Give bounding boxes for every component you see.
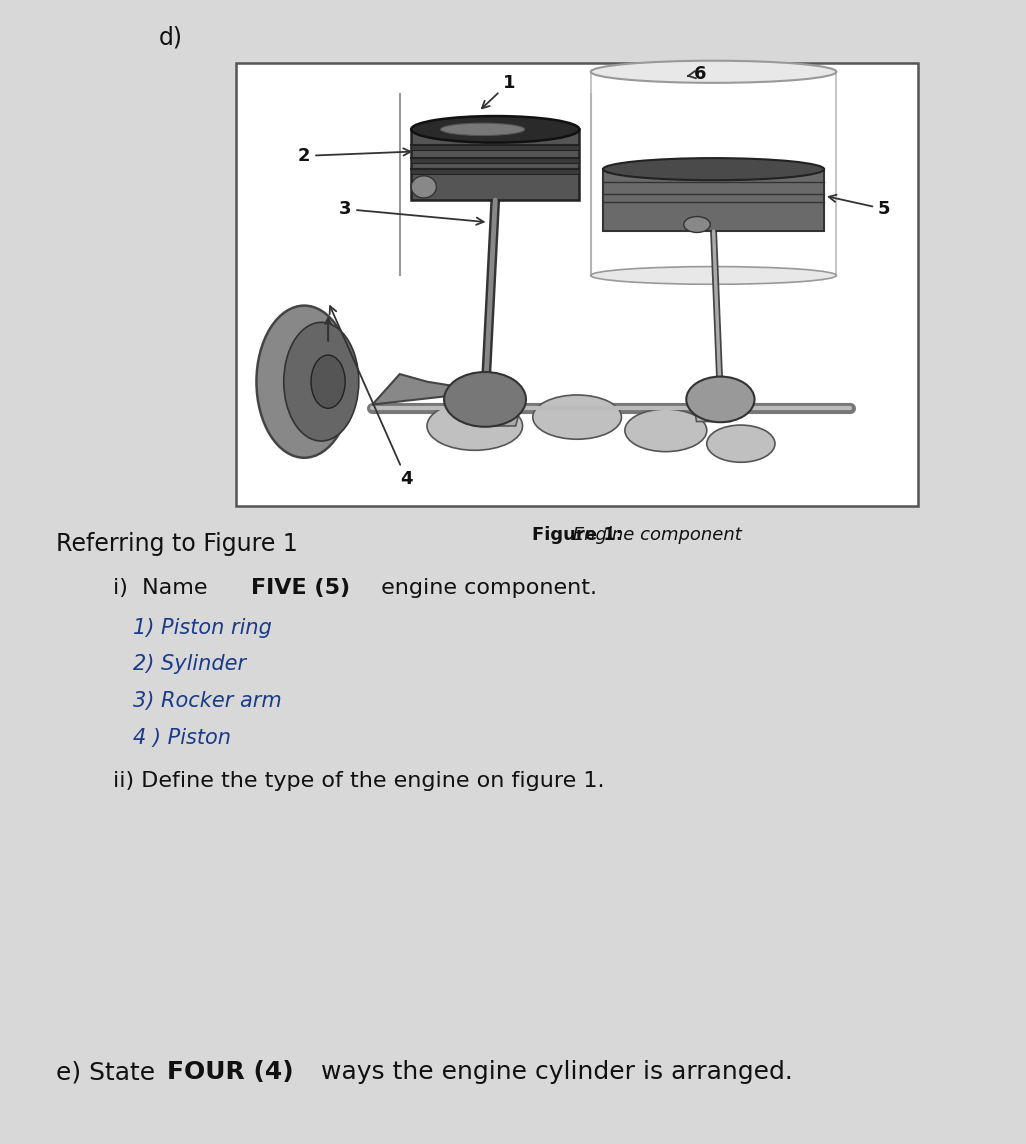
FancyBboxPatch shape	[236, 63, 918, 506]
Text: engine component.: engine component.	[374, 578, 597, 597]
Text: ways the engine cylinder is arranged.: ways the engine cylinder is arranged.	[313, 1060, 793, 1085]
Text: 4: 4	[329, 307, 412, 488]
Ellipse shape	[440, 124, 524, 135]
Text: i)  Name: i) Name	[113, 578, 214, 597]
Ellipse shape	[411, 176, 436, 198]
Text: Figure 1:: Figure 1:	[531, 526, 623, 545]
Ellipse shape	[707, 426, 775, 462]
Text: FOUR (4): FOUR (4)	[167, 1060, 293, 1085]
Polygon shape	[694, 399, 734, 421]
Text: 3) Rocker arm: 3) Rocker arm	[133, 691, 282, 710]
Ellipse shape	[683, 216, 710, 232]
Ellipse shape	[532, 395, 622, 439]
Ellipse shape	[444, 372, 526, 427]
Ellipse shape	[311, 355, 345, 408]
Ellipse shape	[625, 410, 707, 452]
Ellipse shape	[427, 402, 522, 451]
Text: d): d)	[159, 25, 183, 49]
Polygon shape	[411, 158, 580, 164]
Text: 1: 1	[482, 74, 515, 109]
Ellipse shape	[603, 158, 824, 181]
Text: ii) Define the type of the engine on figure 1.: ii) Define the type of the engine on fig…	[113, 771, 604, 791]
Text: Engine component: Engine component	[566, 526, 742, 545]
Text: 3: 3	[339, 200, 483, 224]
Ellipse shape	[284, 323, 359, 442]
Text: 5: 5	[829, 194, 891, 219]
Text: FIVE (5): FIVE (5)	[251, 578, 351, 597]
Polygon shape	[411, 145, 580, 150]
Text: 1) Piston ring: 1) Piston ring	[133, 618, 272, 637]
Text: 4 ) Piston: 4 ) Piston	[133, 728, 232, 747]
Polygon shape	[411, 169, 580, 175]
Ellipse shape	[591, 61, 836, 82]
Ellipse shape	[591, 267, 836, 284]
Text: 2: 2	[298, 146, 410, 165]
Text: e) State: e) State	[56, 1060, 163, 1085]
Polygon shape	[372, 374, 481, 405]
Polygon shape	[603, 169, 824, 231]
Polygon shape	[468, 399, 522, 426]
Text: Referring to Figure 1: Referring to Figure 1	[56, 532, 299, 556]
Ellipse shape	[686, 376, 754, 422]
Text: 6: 6	[687, 65, 706, 84]
Ellipse shape	[411, 116, 580, 143]
Polygon shape	[411, 129, 580, 200]
Text: 2) Sylinder: 2) Sylinder	[133, 654, 246, 674]
Ellipse shape	[256, 305, 352, 458]
